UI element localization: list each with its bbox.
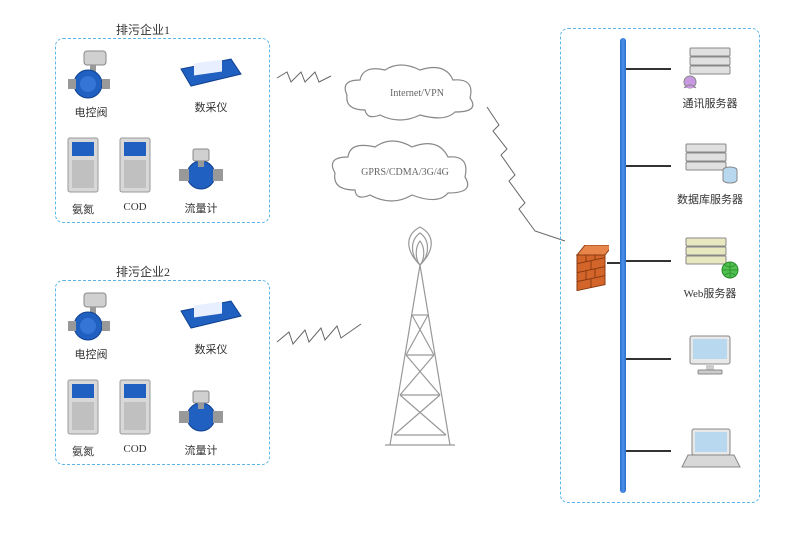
cloud-mobile-label: GPRS/CDMA/3G/4G bbox=[360, 167, 450, 178]
connector-line bbox=[626, 260, 671, 262]
device-flowmeter: 流量计 bbox=[171, 147, 231, 216]
collector-icon bbox=[176, 54, 246, 94]
enterprise-title: 排污企业2 bbox=[116, 263, 170, 280]
connector-line bbox=[626, 68, 671, 70]
server-db-label: 数据库服务器 bbox=[670, 191, 750, 207]
server-comm: 通讯服务器 bbox=[670, 42, 750, 111]
cod-label: COD bbox=[116, 443, 154, 455]
flow-label: 流量计 bbox=[171, 200, 231, 216]
valve-label: 电控阀 bbox=[66, 104, 116, 120]
device-ammonia: 氨氮 bbox=[64, 134, 102, 217]
analyzer-icon bbox=[64, 376, 102, 438]
signal-line-icon bbox=[275, 68, 335, 88]
analyzer-icon bbox=[116, 376, 154, 438]
ammonia-label: 氨氮 bbox=[64, 201, 102, 217]
enterprise-title: 排污企业1 bbox=[116, 21, 170, 38]
server-db: 数据库服务器 bbox=[670, 138, 750, 207]
network-bar bbox=[620, 38, 626, 493]
cloud-internet: Internet/VPN bbox=[335, 60, 485, 133]
device-flowmeter: 流量计 bbox=[171, 389, 231, 458]
enterprise-box-2: 排污企业2 电控阀 数采仪 氨氮 COD bbox=[55, 280, 270, 465]
valve-icon bbox=[66, 291, 116, 341]
server-icon bbox=[680, 232, 740, 280]
device-collector: 数采仪 bbox=[176, 296, 246, 357]
client-desktop bbox=[670, 330, 750, 385]
device-valve: 电控阀 bbox=[66, 291, 116, 362]
connector-line bbox=[626, 165, 671, 167]
client-laptop bbox=[670, 425, 750, 474]
flowmeter-icon bbox=[171, 147, 231, 195]
signal-line-icon bbox=[485, 105, 570, 245]
server-icon bbox=[680, 42, 740, 90]
collector-label: 数采仪 bbox=[176, 341, 246, 357]
laptop-icon bbox=[678, 425, 742, 471]
server-comm-label: 通讯服务器 bbox=[670, 95, 750, 111]
cloud-internet-label: Internet/VPN bbox=[377, 88, 457, 99]
enterprise-box-1: 排污企业1 电控阀 数采仪 氨氮 bbox=[55, 38, 270, 223]
flow-label: 流量计 bbox=[171, 442, 231, 458]
signal-line-icon bbox=[275, 320, 365, 350]
connector-line bbox=[626, 358, 671, 360]
flowmeter-icon bbox=[171, 389, 231, 437]
analyzer-icon bbox=[64, 134, 102, 196]
device-cod: COD bbox=[116, 376, 154, 455]
device-collector: 数采仪 bbox=[176, 54, 246, 115]
connector-line bbox=[626, 450, 671, 452]
server-web: Web服务器 bbox=[670, 232, 750, 301]
server-web-label: Web服务器 bbox=[670, 285, 750, 301]
tower-icon bbox=[380, 225, 460, 450]
ammonia-label: 氨氮 bbox=[64, 443, 102, 459]
cod-label: COD bbox=[116, 201, 154, 213]
desktop-icon bbox=[680, 330, 740, 382]
collector-label: 数采仪 bbox=[176, 99, 246, 115]
device-ammonia: 氨氮 bbox=[64, 376, 102, 459]
cloud-mobile: GPRS/CDMA/3G/4G bbox=[320, 135, 480, 218]
device-valve: 电控阀 bbox=[66, 49, 116, 120]
device-cod: COD bbox=[116, 134, 154, 213]
valve-label: 电控阀 bbox=[66, 346, 116, 362]
server-icon bbox=[680, 138, 740, 186]
analyzer-icon bbox=[116, 134, 154, 196]
valve-icon bbox=[66, 49, 116, 99]
collector-icon bbox=[176, 296, 246, 336]
